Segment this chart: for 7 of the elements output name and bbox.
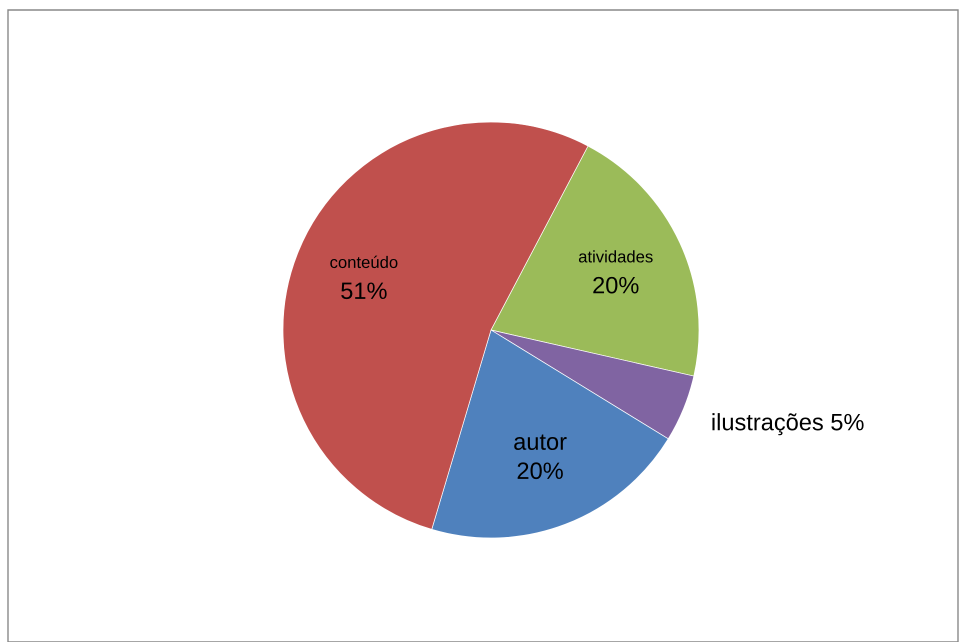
slice-label: autor	[514, 434, 567, 450]
slice-label: conteúdo	[330, 256, 398, 268]
data-label: 51%	[341, 282, 387, 300]
data-label: 20%	[518, 462, 563, 480]
slice-label: ilustrações 5%	[712, 413, 864, 436]
slice-label: atividades	[578, 250, 653, 263]
data-label: 20%	[593, 276, 639, 294]
